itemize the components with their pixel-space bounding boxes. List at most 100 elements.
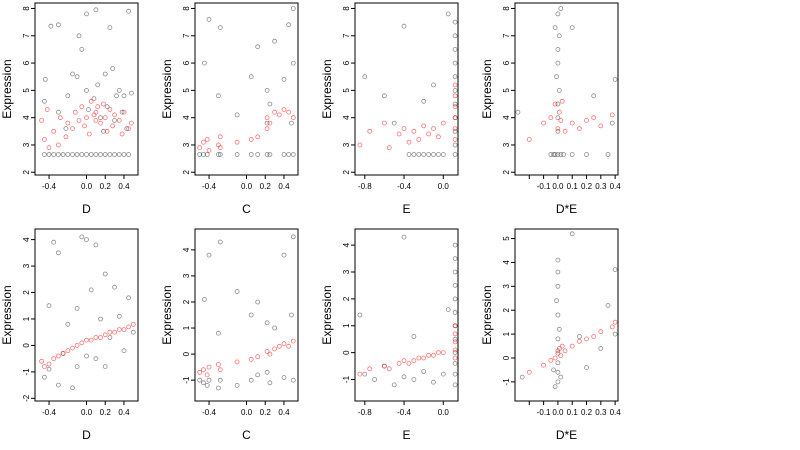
data-point bbox=[217, 25, 223, 31]
x-tick-label: -0.1 bbox=[537, 182, 551, 191]
data-point bbox=[552, 25, 558, 31]
data-point bbox=[452, 33, 458, 39]
x-axis-title: C bbox=[242, 428, 251, 442]
data-point bbox=[88, 337, 94, 343]
data-point bbox=[255, 372, 261, 378]
data-point bbox=[248, 152, 254, 157]
plot-frame bbox=[194, 228, 299, 402]
data-point bbox=[70, 71, 75, 77]
data-point bbox=[426, 131, 432, 137]
y-tick-label: 3 bbox=[182, 273, 191, 278]
data-point bbox=[591, 115, 597, 121]
data-point bbox=[217, 239, 223, 245]
data-point bbox=[126, 295, 132, 301]
data-point bbox=[281, 341, 287, 347]
data-point bbox=[548, 115, 554, 121]
x-tick-label: 0.2 bbox=[100, 182, 112, 191]
data-point bbox=[416, 355, 422, 361]
data-point bbox=[217, 377, 223, 383]
data-point bbox=[555, 350, 561, 356]
data-point bbox=[102, 271, 108, 277]
data-point bbox=[197, 377, 203, 383]
data-point bbox=[452, 309, 458, 315]
data-point bbox=[121, 109, 127, 115]
data-point bbox=[281, 252, 287, 258]
data-point bbox=[612, 331, 618, 337]
data-point bbox=[102, 152, 108, 157]
x-tick-label: 0.3 bbox=[595, 182, 607, 191]
data-point bbox=[267, 152, 273, 157]
data-point bbox=[86, 131, 92, 137]
data-point bbox=[552, 152, 558, 157]
data-point bbox=[234, 359, 240, 365]
data-point bbox=[421, 355, 427, 361]
data-point bbox=[91, 96, 97, 101]
data-point bbox=[452, 152, 458, 157]
data-point bbox=[264, 369, 270, 375]
data-point bbox=[452, 142, 458, 148]
data-point bbox=[234, 152, 240, 157]
y-tick-label: 5 bbox=[182, 88, 191, 93]
y-tick-label: 3 bbox=[22, 263, 31, 268]
data-point bbox=[401, 23, 407, 29]
data-point bbox=[121, 152, 127, 157]
data-point bbox=[56, 152, 61, 157]
data-point bbox=[84, 337, 89, 343]
data-point bbox=[128, 90, 134, 96]
data-point bbox=[558, 6, 564, 11]
data-point bbox=[290, 60, 296, 66]
data-point bbox=[128, 120, 134, 126]
plot-frame bbox=[354, 228, 459, 402]
data-point bbox=[204, 152, 210, 157]
data-point bbox=[130, 321, 136, 327]
data-point bbox=[46, 152, 52, 157]
data-point bbox=[605, 152, 611, 157]
data-point bbox=[381, 363, 387, 369]
data-point bbox=[452, 371, 458, 377]
y-tick-label: 5 bbox=[502, 88, 511, 93]
data-point bbox=[112, 329, 117, 335]
data-point bbox=[51, 356, 57, 362]
data-point bbox=[42, 137, 47, 142]
data-point bbox=[65, 348, 71, 354]
data-point bbox=[421, 368, 427, 374]
data-point bbox=[112, 118, 117, 123]
data-point bbox=[84, 115, 89, 121]
data-point bbox=[267, 120, 273, 126]
data-point bbox=[102, 364, 108, 370]
data-point bbox=[200, 139, 206, 145]
y-tick-label: -1 bbox=[502, 378, 511, 386]
data-point bbox=[70, 126, 75, 132]
data-point bbox=[107, 152, 113, 157]
data-point bbox=[206, 364, 212, 370]
data-point bbox=[102, 71, 108, 77]
data-point bbox=[406, 152, 412, 157]
data-point bbox=[248, 312, 254, 318]
data-point bbox=[215, 330, 221, 336]
data-point bbox=[558, 353, 564, 359]
x-axis-title: D*E bbox=[556, 202, 577, 216]
data-point bbox=[372, 377, 378, 382]
data-point bbox=[290, 234, 296, 240]
data-point bbox=[598, 329, 604, 335]
data-point bbox=[569, 25, 575, 31]
data-point bbox=[396, 360, 402, 366]
data-point bbox=[56, 353, 61, 359]
y-axis-title: Expression bbox=[480, 285, 494, 344]
data-point bbox=[51, 239, 57, 245]
data-point bbox=[200, 367, 206, 373]
data-point bbox=[452, 115, 458, 121]
data-point bbox=[584, 336, 589, 342]
x-axis-title: C bbox=[242, 202, 251, 216]
y-tick-label: 8 bbox=[22, 6, 31, 11]
data-point bbox=[416, 137, 422, 142]
y-tick-label: 0 bbox=[22, 343, 31, 348]
data-point bbox=[555, 60, 561, 66]
data-point bbox=[541, 120, 546, 126]
data-point bbox=[217, 152, 223, 157]
data-point bbox=[60, 350, 66, 356]
data-point bbox=[79, 47, 85, 52]
y-tick-label: 1 bbox=[22, 316, 31, 321]
data-point bbox=[556, 109, 562, 115]
